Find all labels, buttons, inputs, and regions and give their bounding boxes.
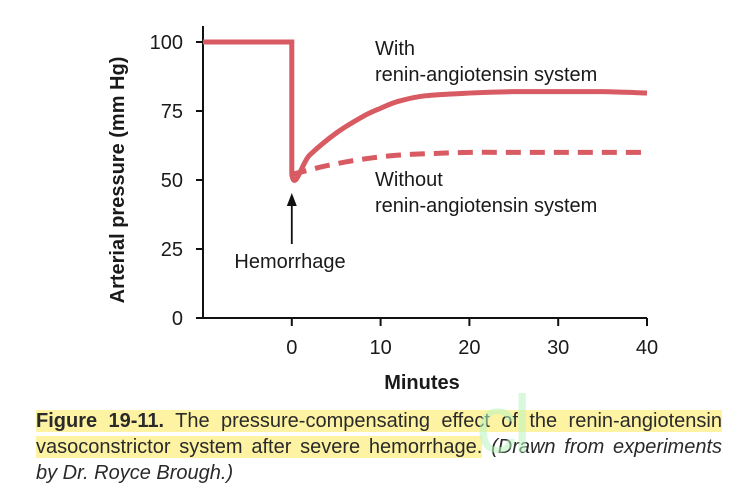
annotation-line: renin-angiotensin system [375,195,597,217]
chart-series [203,39,648,183]
y-tick-label: 50 [161,170,183,192]
y-tick-label: 100 [150,32,183,54]
chart-annotations: With renin-angiotensin system Without renin… [234,38,597,273]
annotation-hemorrhage: Hemorrhage [234,251,345,273]
y-axis-title: Arterial pressure (mm Hg) [107,57,129,304]
figure-caption: Figure 19-11. The pressure-compensating … [36,408,722,486]
x-tick-label: 30 [547,337,569,359]
hemorrhage-arrow-head [286,193,297,206]
series-with-renin-angiotensin [203,39,648,183]
caption-text: The pressure-compensating effect of the … [36,410,722,458]
y-tick-label: 25 [161,239,183,261]
caption-figure-number: Figure 19-11. [36,410,165,432]
chart: 0 25 50 75 100 0 10 20 30 40 With renin-angiotensi… [107,26,658,394]
y-tick-label: 75 [161,101,183,123]
watermark: cl [476,379,531,470]
x-tick-label: 20 [458,337,480,359]
caption-source: (Drawn from experiments by Dr. Royce Bro… [36,436,722,484]
x-tick-label: 40 [636,337,658,359]
annotation-with: With renin-angiotensin system [375,38,597,86]
annotation-line: Without [375,169,443,191]
annotation-line: With [375,38,415,60]
x-axis-title: Minutes [384,372,460,394]
y-tick-label: 0 [172,308,183,330]
x-tick-label: 0 [286,337,297,359]
annotation-without: Without renin-angiotensin system [375,169,597,217]
annotation-line: Hemorrhage [234,251,345,273]
x-tick-label: 10 [369,337,391,359]
chart-axes: 0 25 50 75 100 0 10 20 30 40 [150,26,658,359]
annotation-line: renin-angiotensin system [375,64,597,86]
series-without-renin-angiotensin [291,149,647,177]
